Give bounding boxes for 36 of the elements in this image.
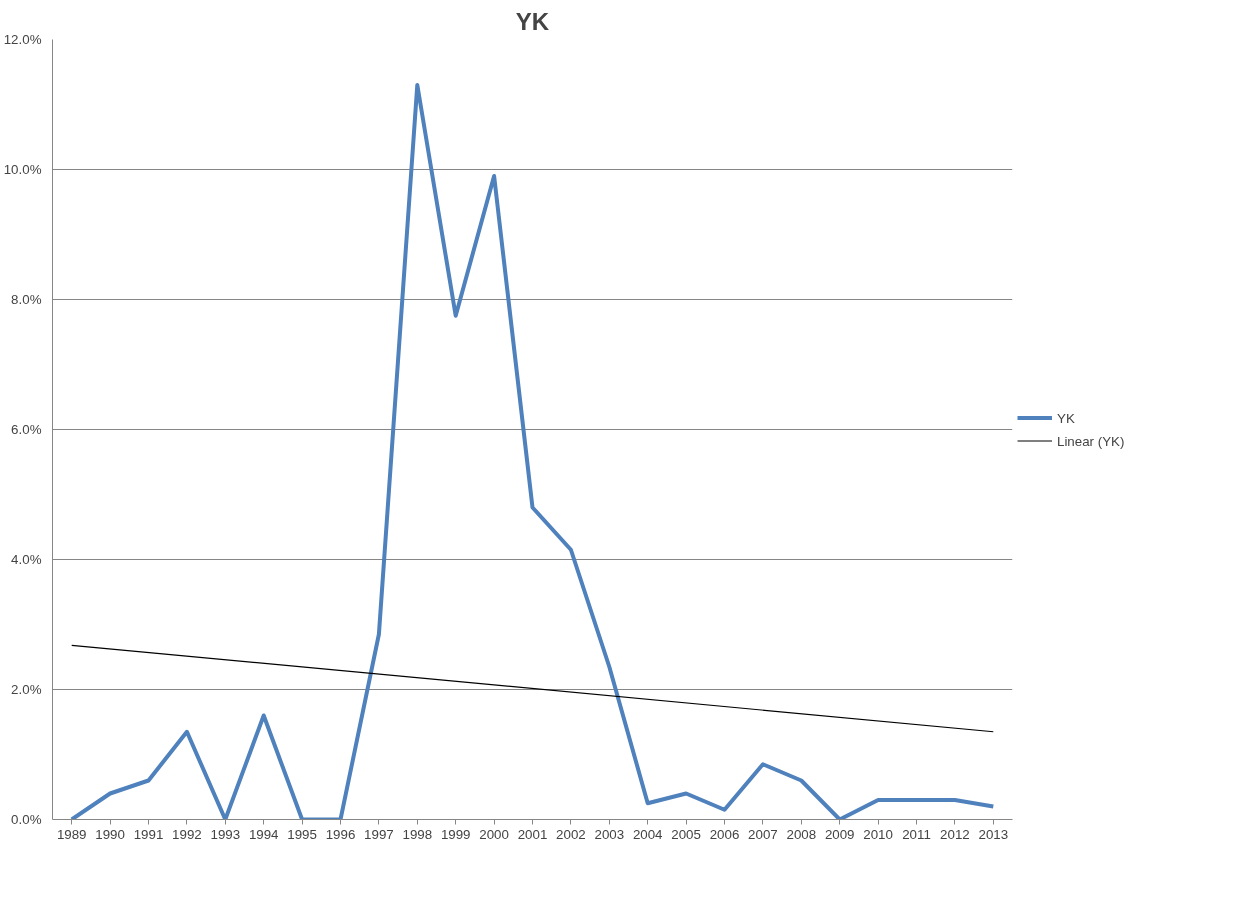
x-tick-label: 1992 [172,826,202,842]
x-tick-label: 1997 [364,826,394,842]
y-tick-label: 6.0% [11,422,42,437]
x-tick-label: 1995 [287,826,317,842]
x-tick-label: 2008 [786,826,817,842]
x-tick-label: 1990 [95,826,125,842]
x-tick-label: 1999 [440,826,471,842]
x-tick-label: 1991 [133,826,164,842]
x-tick-label: 1993 [210,826,241,842]
line-series [69,83,996,820]
y-tick-label: 0.0% [11,812,42,827]
x-tick-label: 2013 [978,826,1009,842]
x-tick-label: 2010 [863,826,893,842]
x-tick-label: 1996 [325,826,356,842]
legend-label: Linear (YK) [1057,433,1125,448]
y-tick-label: 4.0% [11,552,42,567]
x-tick-label: 2005 [671,826,701,842]
x-tick-label: 2004 [632,826,664,842]
y-tick-label: 12.0% [3,32,42,47]
x-tick-label: 2002 [556,826,586,842]
y-tick-label: 2.0% [11,682,42,697]
x-tick-label: 2007 [748,826,778,842]
x-tick-label: 1994 [248,826,280,842]
legend-label: YK [1057,410,1076,425]
x-tick-label: 2003 [594,826,625,842]
chart-title: YK [515,7,550,35]
x-tick-label: 1989 [56,826,87,842]
y-tick-label: 8.0% [11,292,42,307]
x-tick-label: 2011 [902,826,931,842]
x-tick-label: 2001 [517,826,548,842]
y-tick-label: 10.0% [3,162,42,177]
x-tick-label: 2006 [709,826,740,842]
x-tick-label: 2009 [824,826,855,842]
x-tick-label: 2012 [940,826,970,842]
x-tick-label: 2000 [479,826,509,842]
x-tick-label: 1998 [402,826,433,842]
